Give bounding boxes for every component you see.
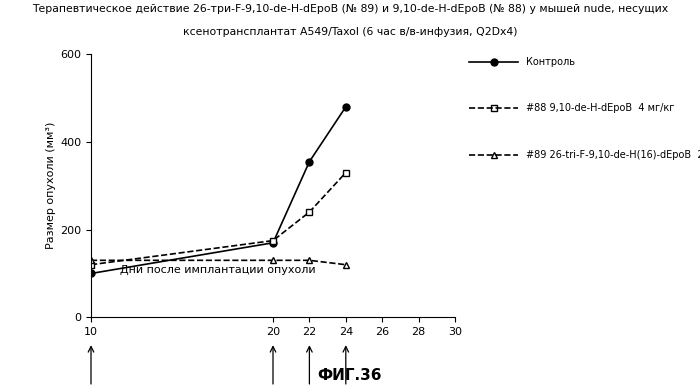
Text: ксенотрансплантат A549/Taxol (6 час в/в-инфузия, Q2Dx4): ксенотрансплантат A549/Taxol (6 час в/в-…	[183, 27, 517, 37]
Text: #88 9,10-de-H-dEpoB  4 мг/кг: #88 9,10-de-H-dEpoB 4 мг/кг	[526, 103, 675, 113]
Text: #89 26-tri-F-9,10-de-H(16)-dEpoB  20 мг/кг: #89 26-tri-F-9,10-de-H(16)-dEpoB 20 мг/к…	[526, 150, 700, 160]
Text: ФИГ.36: ФИГ.36	[318, 368, 382, 383]
Text: Контроль: Контроль	[526, 57, 575, 67]
Text: Терапевтическое действие 26-три-F-9,10-de-H-dEpoB (№ 89) и 9,10-de-H-dEpoB (№ 88: Терапевтическое действие 26-три-F-9,10-d…	[32, 4, 668, 14]
Y-axis label: Размер опухоли (мм³): Размер опухоли (мм³)	[46, 122, 56, 250]
Text: Дни после имплантации опухоли: Дни после имплантации опухоли	[120, 265, 316, 275]
